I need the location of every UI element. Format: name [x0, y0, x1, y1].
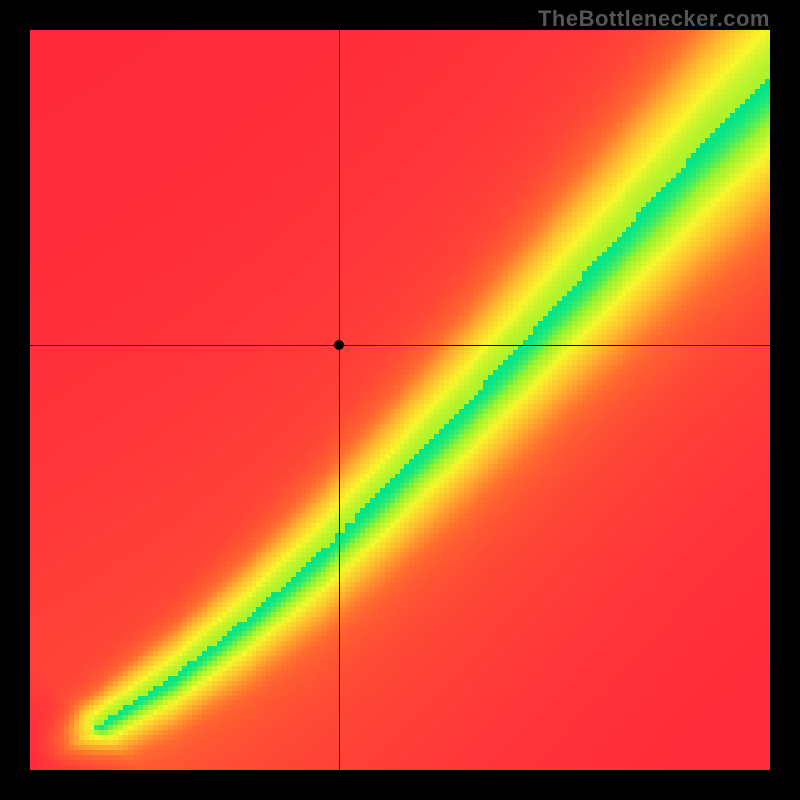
- watermark-label: TheBottlenecker.com: [538, 6, 770, 32]
- selected-point-marker: [334, 340, 344, 350]
- crosshair-vertical: [339, 30, 340, 770]
- chart-container: TheBottlenecker.com: [0, 0, 800, 800]
- bottleneck-heatmap: [30, 30, 770, 770]
- crosshair-horizontal: [30, 345, 770, 346]
